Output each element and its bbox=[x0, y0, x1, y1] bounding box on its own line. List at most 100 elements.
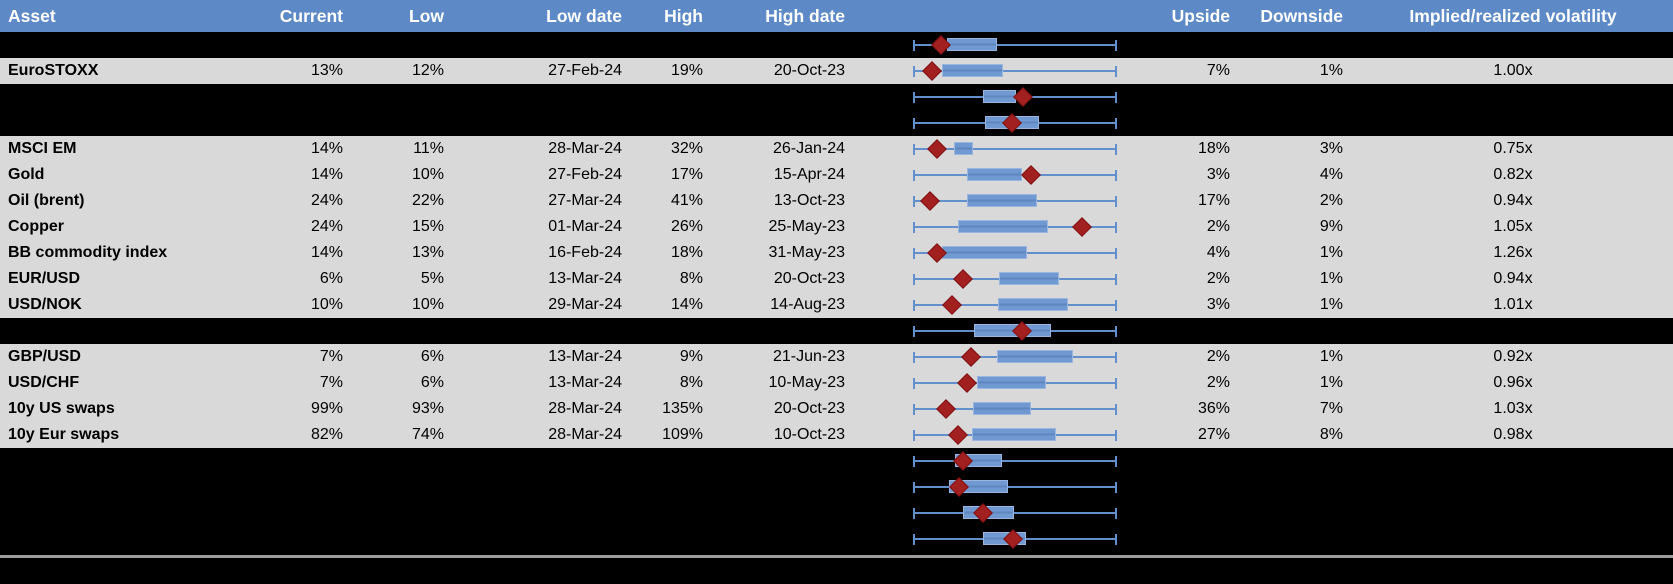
low-value: 10% bbox=[411, 296, 444, 313]
whisker-cap-left bbox=[913, 117, 915, 129]
current-value: 14% bbox=[310, 244, 343, 261]
upside-value: 27% bbox=[1197, 426, 1230, 443]
column-header-implied-realized-volatility: Implied/realized volatility bbox=[1409, 6, 1617, 26]
iqr-box bbox=[996, 349, 1074, 363]
whisker-cap-right bbox=[1115, 507, 1117, 519]
whisker-cap-left bbox=[913, 169, 915, 181]
implied-realized-volatility-value: 1.03x bbox=[1493, 400, 1533, 417]
bottom-black-band bbox=[0, 558, 1673, 584]
current-value: 7% bbox=[319, 348, 343, 365]
asset-name: Oil (brent) bbox=[8, 192, 85, 209]
whisker-cap-right bbox=[1115, 143, 1117, 155]
whisker-cap-left bbox=[913, 221, 915, 233]
asset-name: Gold bbox=[8, 166, 45, 183]
table-body: EuroSTOXX 13% 12% 27-Feb-24 19% 20-Oct-2… bbox=[0, 32, 1673, 552]
diamond-marker bbox=[956, 373, 977, 393]
asset-name: BB commodity index bbox=[8, 244, 168, 261]
high-value: 8% bbox=[679, 374, 703, 391]
downside-value: 2% bbox=[1319, 192, 1343, 209]
whisker-cap-left bbox=[913, 299, 915, 311]
iqr-box bbox=[946, 37, 997, 51]
current-value: 24% bbox=[310, 192, 343, 209]
asset-name: EuroSTOXX bbox=[8, 62, 99, 79]
diamond-marker bbox=[936, 399, 956, 419]
whisker-cap-right bbox=[1115, 169, 1117, 181]
table-row bbox=[0, 32, 1673, 58]
column-header-low-date: Low date bbox=[546, 6, 622, 26]
upside-value: 4% bbox=[1206, 244, 1230, 261]
whisker-cap-right bbox=[1115, 221, 1117, 233]
implied-realized-volatility-value: 0.94x bbox=[1493, 192, 1533, 209]
table-row bbox=[0, 84, 1673, 110]
whisker-cap-left bbox=[913, 455, 915, 467]
current-value: 6% bbox=[319, 270, 343, 287]
whisker-cap-right bbox=[1115, 325, 1117, 337]
column-header-low: Low bbox=[409, 6, 444, 26]
whisker-cap-right bbox=[1115, 91, 1117, 103]
high-value: 8% bbox=[679, 270, 703, 287]
implied-realized-volatility-value: 1.01x bbox=[1493, 296, 1533, 313]
asset-name: 10y US swaps bbox=[8, 400, 115, 417]
low-date: 29-Mar-24 bbox=[548, 296, 622, 313]
column-header-high: High bbox=[664, 6, 703, 26]
whisker-cap-left bbox=[913, 429, 915, 441]
downside-value: 1% bbox=[1319, 270, 1343, 287]
high-value: 17% bbox=[670, 166, 703, 183]
upside-value: 3% bbox=[1206, 296, 1230, 313]
low-date: 13-Mar-24 bbox=[548, 374, 622, 391]
low-date: 27-Feb-24 bbox=[548, 166, 622, 183]
implied-realized-volatility-value: 1.05x bbox=[1493, 218, 1533, 235]
whisker-line bbox=[913, 460, 1117, 462]
low-value: 6% bbox=[420, 348, 444, 365]
column-header-current: Current bbox=[279, 6, 343, 26]
high-date: 10-May-23 bbox=[768, 374, 845, 391]
whisker-cap-left bbox=[913, 195, 915, 207]
current-value: 24% bbox=[310, 218, 343, 235]
low-date: 13-Mar-24 bbox=[548, 348, 622, 365]
low-value: 6% bbox=[420, 374, 444, 391]
column-header-asset: Asset bbox=[8, 6, 56, 26]
high-value: 18% bbox=[670, 244, 703, 261]
column-header-downside: Downside bbox=[1260, 6, 1343, 26]
upside-value: 7% bbox=[1206, 62, 1230, 79]
whisker-cap-left bbox=[913, 507, 915, 519]
whisker-line bbox=[913, 44, 1117, 46]
diamond-marker bbox=[927, 139, 947, 159]
boxplot bbox=[847, 396, 1125, 422]
boxplot bbox=[847, 292, 1125, 318]
table-row bbox=[0, 318, 1673, 344]
whisker-cap-left bbox=[913, 351, 915, 363]
low-date: 28-Mar-24 bbox=[548, 140, 622, 157]
table-row: GBP/USD 7% 6% 13-Mar-24 9% 21-Jun-23 2% … bbox=[0, 344, 1673, 370]
whisker-cap-right bbox=[1115, 65, 1117, 77]
current-value: 99% bbox=[310, 400, 343, 417]
high-date: 10-Oct-23 bbox=[773, 426, 845, 443]
whisker-cap-right bbox=[1115, 429, 1117, 441]
whisker-line bbox=[913, 512, 1117, 514]
low-value: 15% bbox=[411, 218, 444, 235]
upside-value: 17% bbox=[1197, 192, 1230, 209]
asset-name: MSCI EM bbox=[8, 140, 77, 157]
boxplot bbox=[847, 162, 1125, 188]
whisker-cap-left bbox=[913, 325, 915, 337]
table-row bbox=[0, 110, 1673, 136]
downside-value: 8% bbox=[1319, 426, 1343, 443]
low-value: 12% bbox=[411, 62, 444, 79]
high-value: 109% bbox=[662, 426, 703, 443]
boxplot bbox=[847, 240, 1125, 266]
boxplot bbox=[847, 266, 1125, 292]
low-value: 5% bbox=[420, 270, 444, 287]
high-date: 31-May-23 bbox=[768, 244, 845, 261]
implied-realized-volatility-value: 0.82x bbox=[1493, 166, 1533, 183]
table-header: Asset Current Low Low date High High dat… bbox=[0, 0, 1673, 32]
iqr-box bbox=[972, 401, 1032, 415]
low-value: 93% bbox=[411, 400, 444, 417]
diamond-marker bbox=[941, 295, 962, 315]
implied-realized-volatility-value: 1.26x bbox=[1493, 244, 1533, 261]
high-date: 13-Oct-23 bbox=[773, 192, 845, 209]
iqr-box bbox=[953, 141, 974, 155]
boxplot bbox=[847, 526, 1125, 552]
asset-name: USD/NOK bbox=[8, 296, 82, 313]
asset-name: Copper bbox=[8, 218, 64, 235]
